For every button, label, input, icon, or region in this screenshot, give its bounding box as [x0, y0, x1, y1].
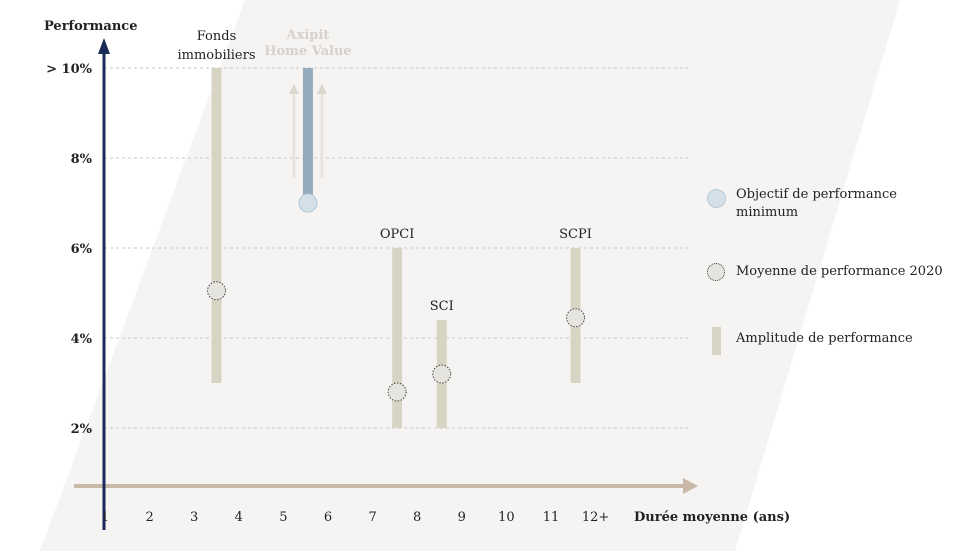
x-tick-label-7: 8: [413, 510, 421, 525]
x-tick-label-8: 9: [458, 510, 466, 525]
highlight-arrow-head-1: [316, 84, 327, 94]
x-tick-label-11: 12+: [582, 510, 609, 525]
x-tick-label-5: 6: [324, 510, 332, 525]
average-dot-3: [566, 308, 586, 328]
y-tick-label-1: 4%: [71, 332, 93, 347]
x-tick-label-9: 10: [498, 510, 515, 525]
bars: [207, 68, 586, 428]
x-tick-label-6: 7: [368, 510, 376, 525]
highlight-arrow-head-0: [288, 84, 299, 94]
highlight-minimum-dot: [298, 193, 318, 213]
y-tick-label-2: 6%: [71, 242, 93, 257]
objective-dot-icon: [706, 189, 726, 208]
series-label-2-0: SCI: [430, 299, 454, 314]
series-label-1-0: OPCI: [380, 227, 415, 242]
y-tick-label-4: > 10%: [46, 62, 93, 77]
average-dot-2: [432, 364, 452, 384]
x-tick-label-4: 5: [279, 510, 287, 525]
legend-item-objective: Objectif de performance minimum: [706, 186, 926, 222]
background-band: [40, 0, 900, 551]
series-label-0-1: immobiliers: [177, 48, 255, 63]
range-bar-icon: [711, 327, 721, 355]
highlight-label-0: Axipit: [286, 28, 330, 43]
labels: 2% 4% 6% 8% > 10% Fonds immobiliers OPCI SCI SCPI…: [44, 19, 790, 525]
x-tick-label-1: 2: [145, 510, 153, 525]
y-axis-arrow: [98, 38, 110, 54]
y-axis-title: Performance: [44, 19, 137, 34]
x-tick-label-0: 1: [101, 510, 109, 525]
grid: [104, 67, 688, 429]
range-bar-1: [392, 248, 403, 428]
average-dot-icon: [707, 263, 725, 281]
series-label-3-0: SCPI: [559, 227, 592, 242]
highlight-bar: [302, 68, 313, 203]
x-axis-title: Durée moyenne (ans): [634, 510, 790, 525]
legend-label-range: Amplitude de performance: [736, 331, 913, 346]
series-label-0-0: Fonds: [197, 29, 237, 44]
legend-label-objective: Objectif de performance minimum: [736, 187, 897, 220]
x-axis-arrow: [683, 478, 698, 494]
range-bar-0: [211, 68, 222, 383]
x-tick-label-2: 3: [190, 510, 198, 525]
y-tick-label-3: 8%: [71, 152, 93, 167]
x-tick-label-10: 11: [543, 510, 560, 525]
axes: [74, 38, 698, 530]
legend-label-average: Moyenne de performance 2020: [736, 264, 943, 279]
average-dot-0: [207, 281, 226, 301]
legend-item-average: Moyenne de performance 2020: [706, 263, 943, 281]
average-dot-1: [387, 382, 407, 402]
highlight-label-1: Home Value: [264, 44, 351, 59]
y-tick-label-0: 2%: [71, 422, 93, 437]
legend-item-range: Amplitude de performance: [706, 327, 913, 355]
x-tick-label-3: 4: [235, 510, 243, 525]
